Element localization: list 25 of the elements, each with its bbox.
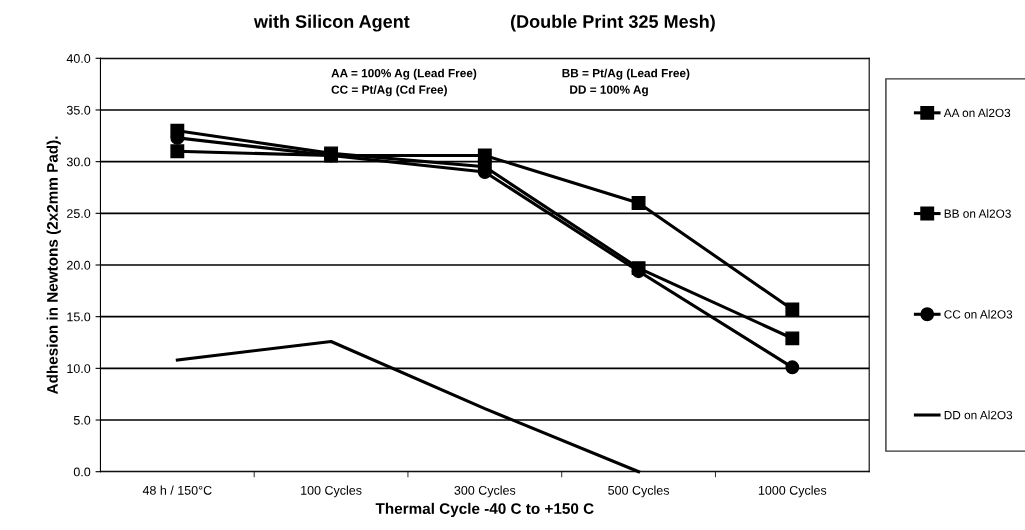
y-tick-label: 40.0	[66, 54, 91, 63]
x-axis-title: Thermal Cycle -40 C to +150 C	[375, 502, 594, 518]
y-tick-label: 10.0	[67, 364, 91, 373]
x-tick-label: 48 h / 150°C	[142, 485, 212, 495]
x-tick-label: 100 Cycles	[301, 485, 362, 498]
y-tick-label: 15.0	[67, 312, 91, 322]
y-tick-label: 20.0	[67, 260, 91, 270]
annotation: CC = Pt/Ag (Cd Free)	[331, 85, 447, 97]
legend-label: BB on Al2O3	[944, 209, 1011, 218]
legend-label: DD on Al2O3	[944, 410, 1013, 420]
y-tick-label: 0.0	[73, 467, 91, 477]
legend-label: AA on Al2O3	[943, 108, 1011, 118]
chart-title: with Silicon Agent (Double Print 325 Mesh)	[253, 14, 715, 32]
y-tick-label: 25.0	[67, 209, 91, 218]
annotation: BB = Pt/Ag (Lead Free)	[562, 68, 690, 80]
y-tick-label: 35.0	[66, 105, 91, 115]
y-tick-label: 5.0	[73, 415, 91, 425]
annotation: DD = 100% Ag	[570, 85, 648, 97]
y-tick-label: 30.0	[66, 157, 91, 167]
y-axis-title: Adhesion in Newtons (2x2mm Pad).	[46, 136, 61, 395]
legend-label: CC on Al2O3	[944, 309, 1013, 319]
annotation: AA = 100% Ag (Lead Free)	[331, 68, 477, 80]
x-tick-label: 300 Cycles	[454, 485, 516, 498]
x-tick-label: 500 Cycles	[608, 485, 670, 498]
x-tick-label: 1000 Cycles	[758, 485, 827, 498]
